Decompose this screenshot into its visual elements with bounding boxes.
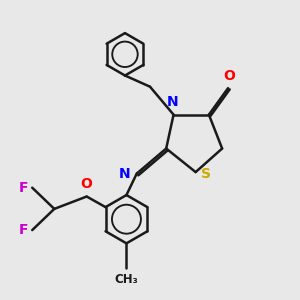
Text: CH₃: CH₃ — [115, 273, 138, 286]
Text: S: S — [201, 167, 211, 181]
Text: N: N — [118, 167, 130, 181]
Text: F: F — [19, 181, 29, 195]
Text: F: F — [19, 223, 29, 237]
Text: O: O — [224, 69, 236, 83]
Text: N: N — [166, 95, 178, 110]
Text: O: O — [80, 177, 92, 191]
